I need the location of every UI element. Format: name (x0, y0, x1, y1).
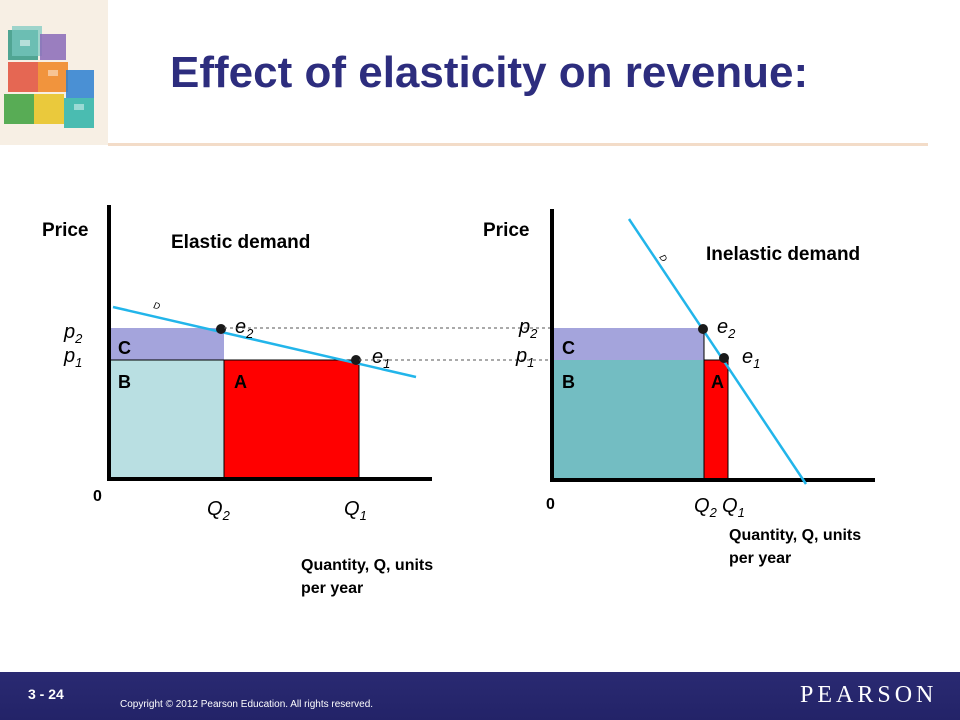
right-area-b-label: B (562, 372, 575, 392)
left-demand-curve (112, 305, 417, 379)
left-area-c (109, 328, 224, 360)
left-p2-label: p2 (63, 321, 83, 346)
title-divider (108, 143, 928, 146)
left-origin-label: 0 (93, 488, 102, 505)
right-graph: D Price Inelastic demand p2 p1 e2 e1 C B… (483, 209, 875, 567)
right-q2-label: Q2 (694, 495, 718, 520)
left-graph: D Price Elastic demand p2 p1 e2 e1 C B A… (42, 205, 433, 597)
left-area-a (223, 359, 360, 480)
pearson-logo: PEARSON (800, 682, 938, 708)
left-area-b (108, 359, 225, 480)
right-p1-label: p1 (515, 345, 534, 370)
left-point-e1 (351, 355, 361, 365)
left-area-b-label: B (118, 372, 131, 392)
right-p2-label: p2 (518, 316, 538, 341)
right-area-a (703, 359, 729, 480)
footer-bar: 3 - 24 Copyright © 2012 Pearson Educatio… (0, 672, 960, 720)
left-x-axis-label-line2: per year (301, 580, 363, 597)
glass-cubes-logo (0, 0, 108, 145)
right-e2-label: e2 (717, 316, 736, 341)
left-e1-label: e1 (372, 346, 390, 371)
left-e2-label: e2 (235, 316, 254, 341)
left-y-axis-label: Price (42, 220, 88, 241)
left-x-axis-label-line1: Quantity, Q, units (301, 557, 433, 574)
left-area-c-label: C (118, 338, 131, 358)
left-q1-label: Q1 (344, 498, 367, 523)
left-demand-label: D (153, 300, 162, 311)
right-area-c-label: C (562, 338, 575, 358)
right-origin-label: 0 (546, 496, 555, 513)
right-curve-label: Inelastic demand (706, 244, 860, 265)
right-area-b (552, 360, 704, 479)
elasticity-diagram: .axis-label { font-family: "Liberation S… (42, 205, 875, 597)
right-q1-label: Q1 (722, 495, 745, 520)
right-point-e2 (698, 324, 708, 334)
left-q2-label: Q2 (207, 498, 231, 523)
left-p1-label: p1 (63, 345, 82, 370)
right-area-a-label: A (711, 372, 724, 392)
right-demand-curve (627, 218, 808, 485)
right-area-c (552, 328, 704, 360)
right-y-axis-label: Price (483, 220, 529, 241)
left-curve-label: Elastic demand (171, 232, 310, 253)
left-point-e2 (216, 324, 226, 334)
right-point-e1 (719, 353, 729, 363)
slide-title: Effect of elasticity on revenue: (170, 48, 809, 97)
slide-number: 3 - 24 (28, 686, 64, 702)
left-area-a-label: A (234, 372, 247, 392)
copyright-text: Copyright © 2012 Pearson Education. All … (120, 699, 374, 710)
right-e1-label: e1 (742, 346, 760, 371)
right-demand-label: D (657, 253, 669, 264)
right-x-axis-label-line1: Quantity, Q, units (729, 527, 861, 544)
right-x-axis-label-line2: per year (729, 550, 791, 567)
